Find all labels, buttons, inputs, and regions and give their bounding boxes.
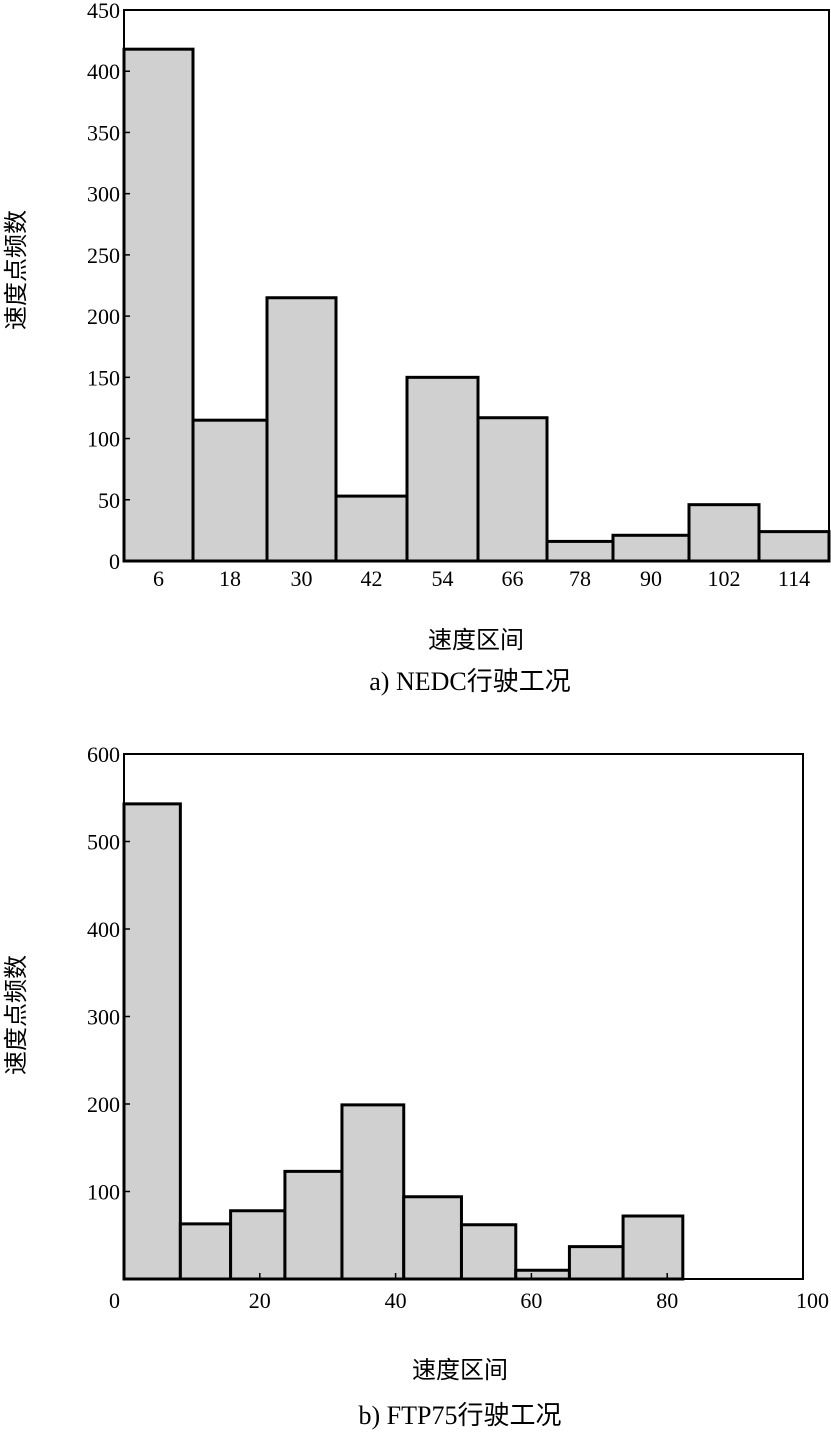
bar: [178, 1222, 233, 1281]
y-tick-label: 400: [87, 59, 120, 84]
bar: [476, 416, 549, 563]
bar: [191, 418, 269, 563]
y-tick-label: 400: [87, 917, 120, 942]
bar: [402, 1195, 463, 1281]
y-tick-label: 350: [87, 120, 120, 145]
x-tick-label: 80: [656, 1288, 678, 1313]
y-tick-label: 200: [87, 1092, 120, 1117]
x-axis-label: 速度区间: [412, 1356, 508, 1384]
y-tick-label: 0: [109, 549, 120, 574]
y-tick-label: 150: [87, 365, 120, 390]
x-tick-label: 102: [708, 566, 741, 591]
y-tick-label: 250: [87, 243, 120, 268]
x-ticks: 6 18 30 42 54 66 78 90 102 114: [153, 566, 810, 591]
y-tick-label: 50: [98, 488, 120, 513]
x-tick-label: 66: [502, 566, 524, 591]
bars: [122, 802, 685, 1281]
x-tick-label: 6: [153, 566, 164, 591]
bar: [459, 1223, 518, 1281]
y-tick-label: 200: [87, 304, 120, 329]
y-tick-label: 450: [87, 0, 120, 23]
x-tick-label: 114: [778, 566, 810, 591]
caption: a) NEDC行驶工况: [369, 667, 570, 696]
bar: [687, 503, 761, 563]
bar: [265, 296, 338, 563]
y-tick-label: 100: [87, 1180, 120, 1205]
bar: [122, 802, 182, 1281]
y-tick-label: 500: [87, 830, 120, 855]
x-tick-label: 20: [249, 1288, 271, 1313]
chart-nedc: 0 50 100 150 200 250 300 350 400 450 6 18 30 42 54 66 7…: [2, 0, 831, 696]
x-tick-label: 90: [640, 566, 662, 591]
x-tick-label: 18: [219, 566, 241, 591]
bar: [283, 1169, 344, 1281]
caption: b) FTP75行驶工况: [359, 1401, 562, 1430]
y-ticks: 0 50 100 150 200 250 300 350 400 450: [87, 0, 130, 574]
x-tick-label: 42: [361, 566, 383, 591]
bar: [405, 375, 480, 563]
bar: [340, 1103, 406, 1281]
x-tick-label: 30: [291, 566, 313, 591]
y-tick-label: 300: [87, 182, 120, 207]
x-ticks: 0 20 40 60 80 100: [109, 1273, 829, 1313]
y-tick-label: 300: [87, 1005, 120, 1030]
x-tick-label: 100: [796, 1288, 829, 1313]
y-axis-label: 速度点频数: [2, 210, 30, 330]
y-ticks: 100 200 300 400 500 600: [87, 742, 130, 1205]
x-tick-label: 78: [569, 566, 591, 591]
x-tick-label: 40: [385, 1288, 407, 1313]
x-axis-label: 速度区间: [428, 626, 524, 654]
bar: [229, 1209, 287, 1281]
bar: [545, 539, 615, 563]
chart-ftp75: 100 200 300 400 500 600 0 20 40 60 80 100 速度点频数 速度…: [2, 742, 829, 1430]
y-tick-label: 100: [87, 427, 120, 452]
bar: [621, 1214, 685, 1281]
bar: [122, 47, 195, 563]
x-tick-label: 60: [520, 1288, 542, 1313]
bar: [757, 530, 831, 563]
bar: [611, 533, 691, 563]
x-tick-label: 0: [109, 1288, 120, 1313]
y-tick-label: 600: [87, 742, 120, 767]
bars: [122, 47, 831, 563]
plot-frame: [123, 753, 804, 1280]
x-tick-label: 54: [432, 566, 454, 591]
bar: [514, 1268, 571, 1281]
bar: [567, 1245, 625, 1281]
bar: [334, 494, 409, 563]
y-axis-label: 速度点频数: [2, 955, 30, 1075]
